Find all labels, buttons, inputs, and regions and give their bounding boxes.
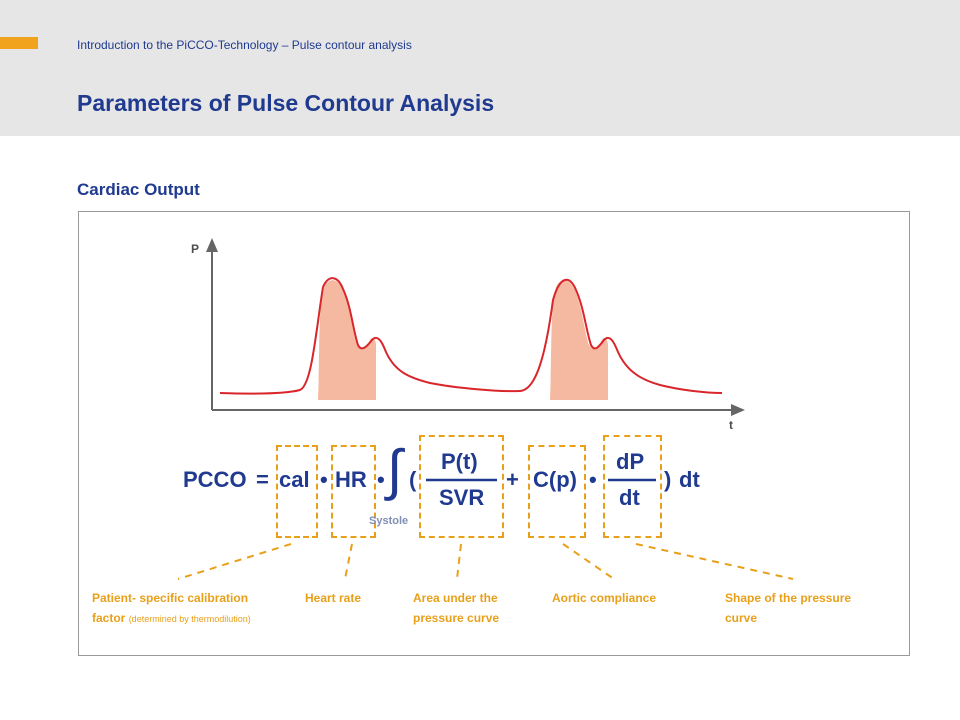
y-axis-arrow: [206, 238, 218, 252]
caption-calibration-note: (determined by thermodilution): [128, 614, 251, 624]
formula-pcco: PCCO: [183, 467, 247, 492]
section-title: Cardiac Output: [77, 180, 200, 199]
formula-dp: dP: [616, 449, 645, 474]
systole-area-1: [318, 280, 376, 400]
caption-shape-line2: curve: [725, 611, 758, 625]
x-axis-arrow: [731, 404, 745, 416]
caption-heart-rate: Heart rate: [305, 591, 362, 605]
formula-dot-2: •: [377, 467, 385, 492]
caption-calibration-line1: Patient- specific calibration: [92, 591, 249, 605]
accent-bar: [0, 37, 38, 49]
formula-open-paren: (: [409, 467, 417, 492]
caption-shape: Shape of the pressure curve: [725, 588, 851, 628]
pressure-curve: [219, 277, 723, 395]
caption-area: Area under the pressure curve: [413, 588, 499, 628]
formula-dt-den: dt: [619, 485, 640, 510]
caption-calibration: Patient- specific calibration factor (de…: [92, 588, 251, 629]
formula-equals: =: [256, 467, 269, 492]
caption-calibration-factor: factor: [92, 611, 126, 625]
formula-close-paren: ): [664, 467, 672, 492]
integral-icon: ∫: [387, 438, 403, 501]
formula-pt: P(t): [441, 449, 478, 474]
formula-cp: C(p): [533, 467, 577, 492]
diagram-frame: [78, 211, 910, 656]
formula-plus: +: [506, 467, 519, 492]
connector-calibration: [177, 543, 292, 580]
box-hr: [331, 445, 376, 538]
y-axis-label: P: [191, 242, 200, 256]
connector-area: [456, 543, 462, 580]
header-band: Introduction to the PiCCO-Technology – P…: [0, 0, 960, 136]
caption-shape-line1: Shape of the pressure: [725, 591, 852, 605]
formula-cal: cal: [279, 467, 310, 492]
formula-hr: HR: [335, 467, 367, 492]
systole-area-2: [550, 280, 608, 400]
formula-dt: dt: [679, 467, 700, 492]
caption-area-line2: pressure curve: [413, 611, 500, 625]
connector-heart-rate: [344, 543, 353, 580]
formula-dot-1: •: [320, 467, 328, 492]
x-axis-label: t: [729, 418, 733, 432]
box-cp: [528, 445, 586, 538]
slide-subtitle: Introduction to the PiCCO-Technology – P…: [77, 38, 412, 52]
caption-calibration-line2: factor (determined by thermodilution): [92, 608, 251, 629]
caption-area-line1: Area under the: [413, 591, 498, 605]
formula-svr: SVR: [439, 485, 485, 510]
formula-dot-3: •: [589, 467, 597, 492]
connector-shape: [635, 543, 794, 580]
slide-title: Parameters of Pulse Contour Analysis: [77, 90, 495, 116]
systole-label: Systole: [369, 515, 409, 527]
box-dp-dt: [603, 435, 662, 538]
caption-compliance: Aortic compliance: [552, 591, 657, 605]
box-pt-svr: [419, 435, 504, 538]
connector-compliance: [562, 543, 615, 580]
box-cal: [276, 445, 318, 538]
